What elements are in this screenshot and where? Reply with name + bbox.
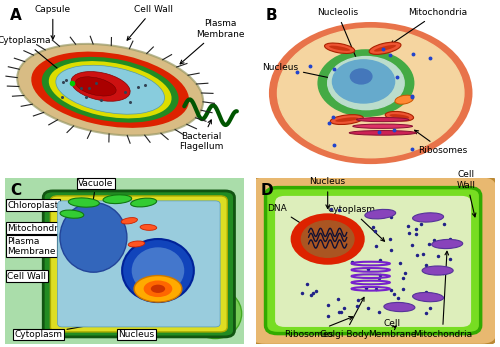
Text: Cytoplasm: Cytoplasm <box>328 205 384 241</box>
Text: Cell Wall: Cell Wall <box>8 272 46 281</box>
Ellipse shape <box>71 71 130 101</box>
FancyBboxPatch shape <box>275 196 471 327</box>
Ellipse shape <box>134 276 182 302</box>
Text: Chloroplast: Chloroplast <box>8 201 68 211</box>
Ellipse shape <box>374 45 396 52</box>
FancyBboxPatch shape <box>0 173 251 347</box>
Circle shape <box>318 50 414 116</box>
FancyBboxPatch shape <box>50 196 228 332</box>
Text: Cell
Wall: Cell Wall <box>457 170 476 217</box>
Circle shape <box>350 69 372 84</box>
Text: Vacuole: Vacuole <box>78 179 114 210</box>
Ellipse shape <box>356 118 409 122</box>
Ellipse shape <box>329 45 350 51</box>
Text: Mitochondria: Mitochondria <box>413 251 472 339</box>
Text: Cell
Membrane: Cell Membrane <box>368 320 416 339</box>
Text: Nucleus: Nucleus <box>310 177 346 209</box>
Circle shape <box>332 60 394 103</box>
Ellipse shape <box>17 44 203 136</box>
Ellipse shape <box>122 239 194 302</box>
Ellipse shape <box>384 303 415 312</box>
Text: Mitochondria: Mitochondria <box>391 8 467 44</box>
FancyBboxPatch shape <box>266 188 480 333</box>
Ellipse shape <box>369 42 401 54</box>
Text: Mitochondria: Mitochondria <box>8 221 130 233</box>
Ellipse shape <box>365 209 396 219</box>
Text: Plasma
Membrane: Plasma Membrane <box>8 237 61 256</box>
Ellipse shape <box>336 117 358 122</box>
Ellipse shape <box>60 210 84 218</box>
Text: Plasma
Membrane: Plasma Membrane <box>180 19 244 64</box>
Ellipse shape <box>103 195 132 204</box>
Text: Nucleolis: Nucleolis <box>316 8 360 66</box>
Text: Ribosomes: Ribosomes <box>414 130 467 155</box>
Ellipse shape <box>422 266 453 275</box>
Circle shape <box>270 23 471 163</box>
Ellipse shape <box>432 239 462 248</box>
Ellipse shape <box>395 95 413 104</box>
Text: D: D <box>261 183 274 198</box>
Text: B: B <box>266 8 277 24</box>
Text: Nucleus: Nucleus <box>262 63 343 82</box>
Text: Capsule: Capsule <box>34 5 71 39</box>
Ellipse shape <box>144 280 172 297</box>
Ellipse shape <box>128 241 144 247</box>
Text: A: A <box>10 8 22 24</box>
Ellipse shape <box>32 52 189 128</box>
Ellipse shape <box>151 285 165 293</box>
Text: Golgi Body: Golgi Body <box>320 297 369 339</box>
Ellipse shape <box>324 43 354 53</box>
Ellipse shape <box>412 213 444 222</box>
Text: C: C <box>10 183 21 198</box>
FancyBboxPatch shape <box>58 201 220 327</box>
Ellipse shape <box>42 57 178 122</box>
Ellipse shape <box>49 61 172 118</box>
Text: Bacterial
Flagellum: Bacterial Flagellum <box>179 120 223 151</box>
Text: Nucleus: Nucleus <box>118 306 170 339</box>
Ellipse shape <box>189 289 242 339</box>
Ellipse shape <box>132 247 184 294</box>
Ellipse shape <box>390 114 409 118</box>
Circle shape <box>290 213 364 265</box>
FancyBboxPatch shape <box>249 176 498 345</box>
Ellipse shape <box>68 198 100 207</box>
Ellipse shape <box>130 198 156 207</box>
Ellipse shape <box>76 77 116 96</box>
FancyBboxPatch shape <box>43 191 234 337</box>
Text: Cell Wall: Cell Wall <box>127 5 172 40</box>
Text: Ribosomes: Ribosomes <box>148 253 197 272</box>
Ellipse shape <box>60 203 127 272</box>
Ellipse shape <box>385 111 414 121</box>
Text: Cytoplasma: Cytoplasma <box>0 36 64 74</box>
Ellipse shape <box>121 218 138 224</box>
Text: Cytoplasm: Cytoplasm <box>14 316 132 339</box>
Circle shape <box>328 57 404 110</box>
Ellipse shape <box>412 293 444 302</box>
Ellipse shape <box>140 225 157 230</box>
Circle shape <box>278 28 464 158</box>
Text: DNA: DNA <box>268 204 320 235</box>
Ellipse shape <box>56 65 164 114</box>
Circle shape <box>302 221 354 257</box>
Ellipse shape <box>330 115 364 125</box>
Ellipse shape <box>353 124 412 128</box>
Ellipse shape <box>349 130 416 135</box>
Text: Ribosomes: Ribosomes <box>284 316 352 339</box>
